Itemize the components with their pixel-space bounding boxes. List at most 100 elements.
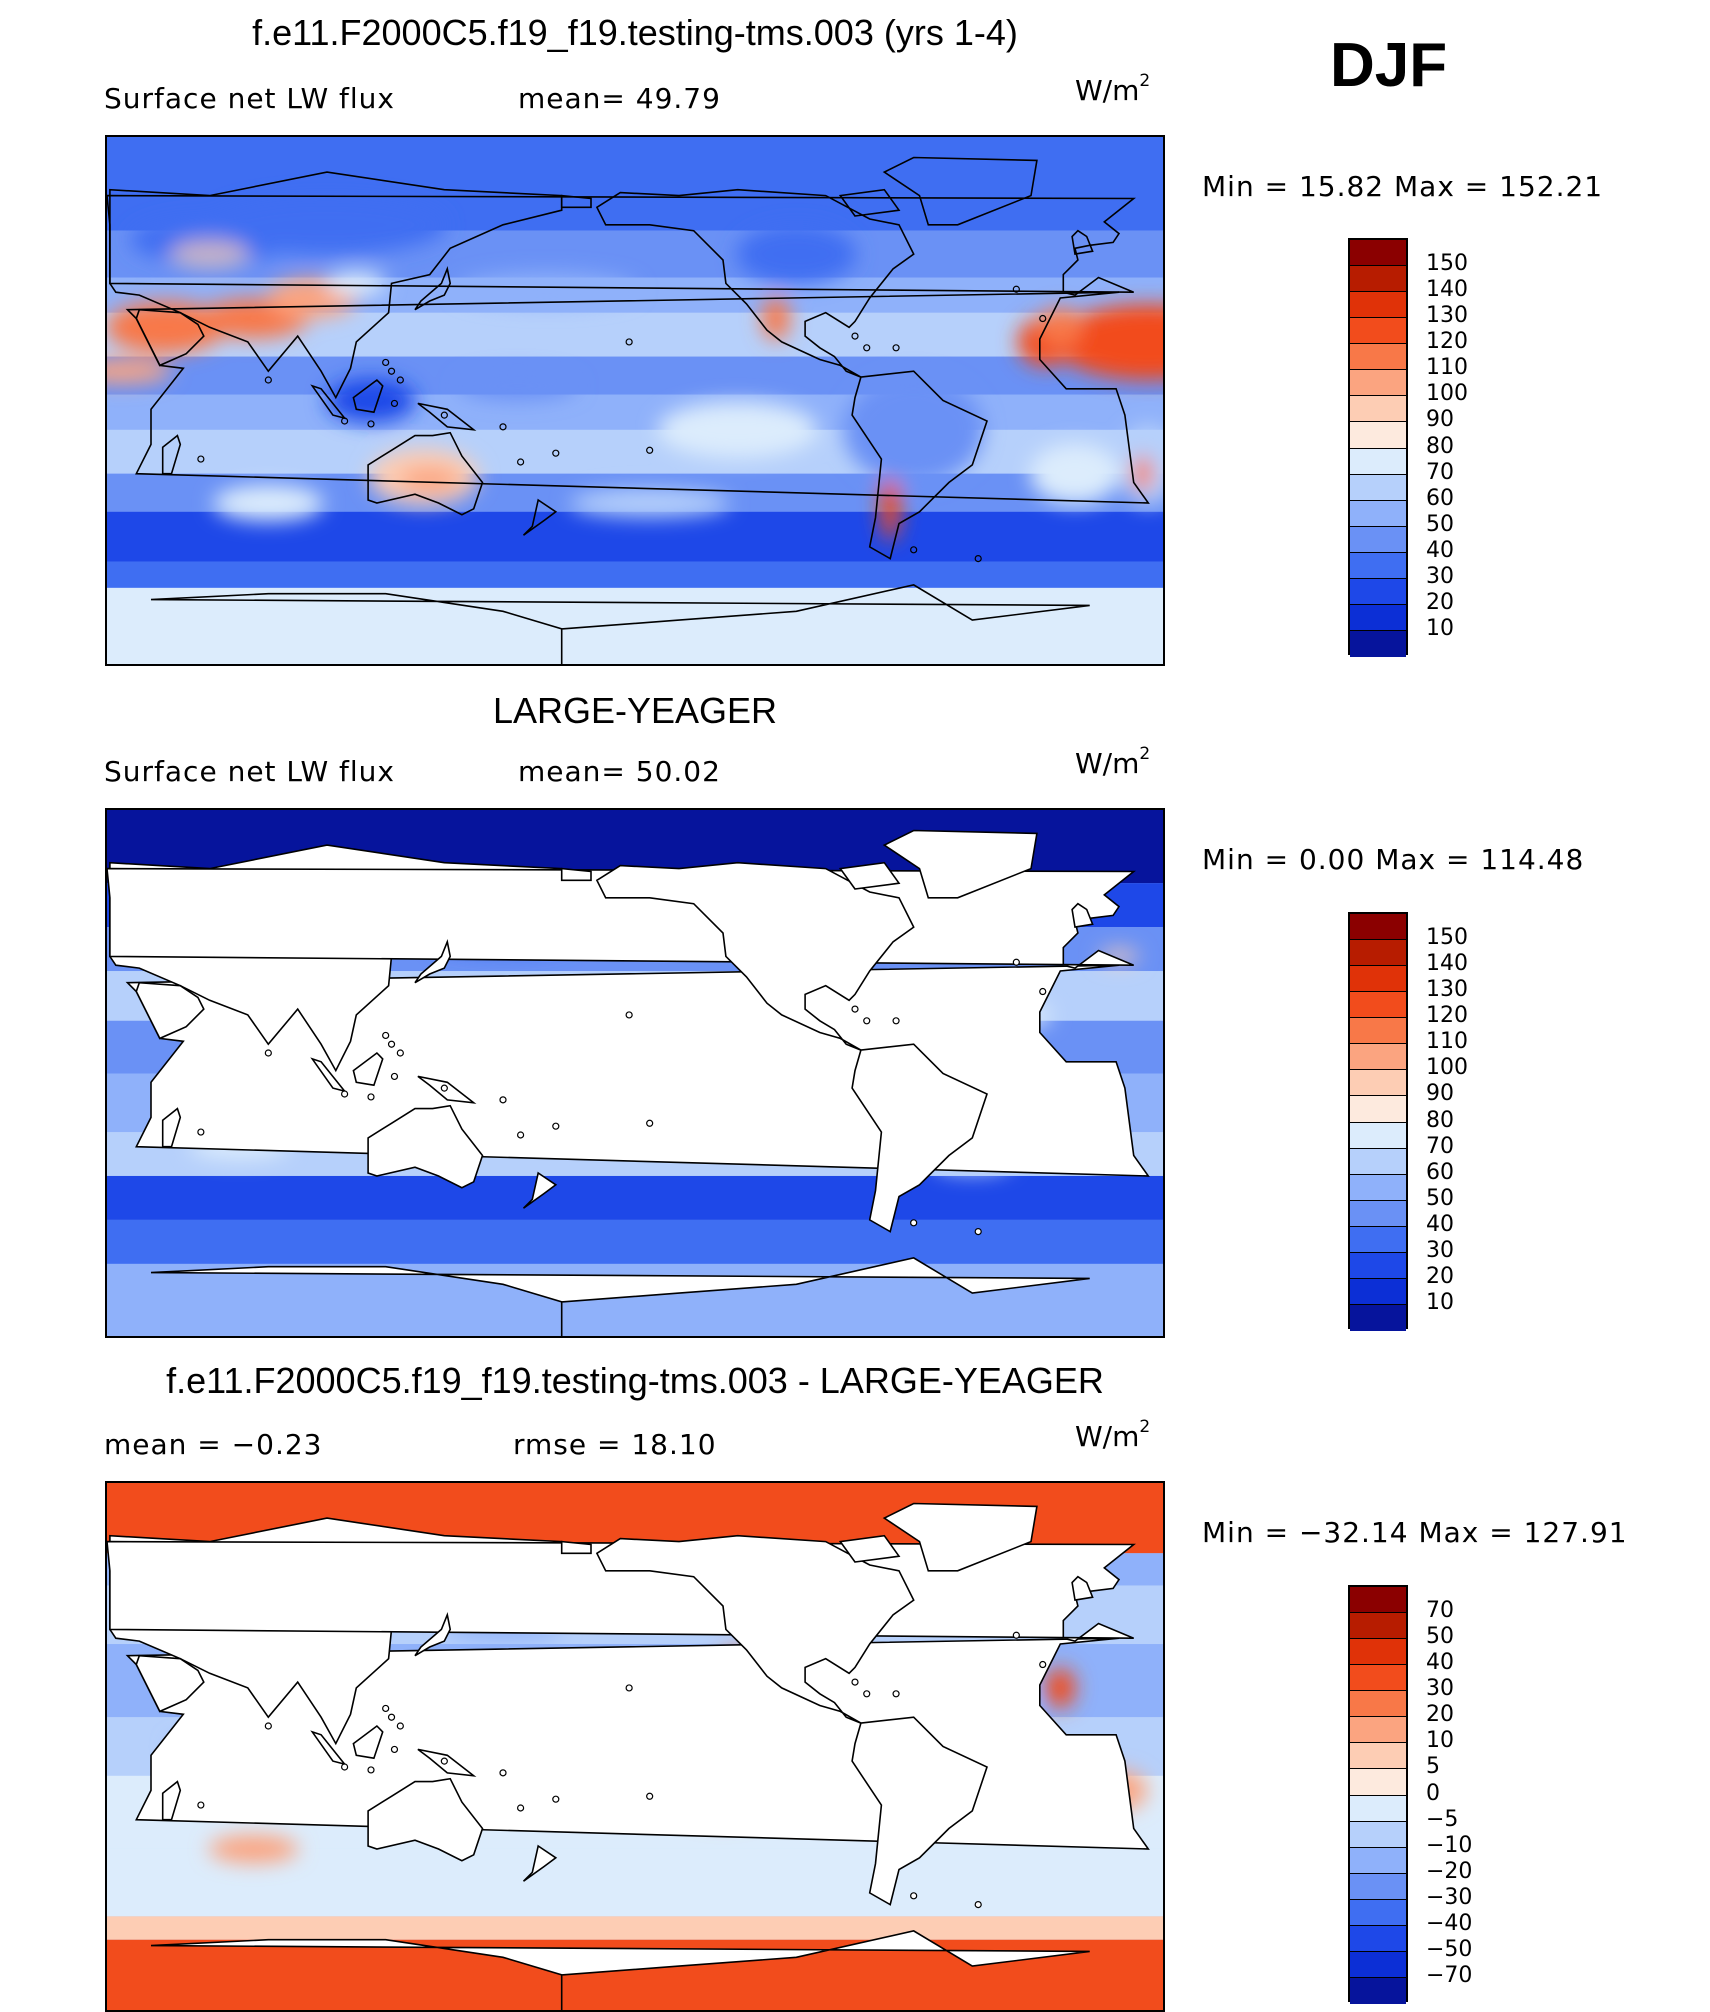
colorbar-tick-label: 110 xyxy=(1426,1029,1468,1055)
colorbar-swatch xyxy=(1350,1639,1406,1666)
colorbar-tick-label: 20 xyxy=(1426,1702,1454,1728)
colorbar-swatch xyxy=(1350,578,1406,605)
colorbar-swatch xyxy=(1350,1044,1406,1071)
colorbar-tick-label: 150 xyxy=(1426,251,1468,277)
colorbar-tick-label: 150 xyxy=(1426,925,1468,951)
colorbar-swatch xyxy=(1350,1769,1406,1796)
panel-1-units: W/m2 xyxy=(1075,70,1151,107)
colorbar-swatch xyxy=(1350,344,1406,371)
colorbar-swatch xyxy=(1350,1096,1406,1123)
colorbar-tick-label: 0 xyxy=(1426,1780,1440,1806)
colorbar-swatch xyxy=(1350,474,1406,501)
colorbar-tick-label: 40 xyxy=(1426,537,1454,563)
colorbar-tick-label: 100 xyxy=(1426,1055,1468,1081)
panel-3-minmax: Min = −32.14 Max = 127.91 xyxy=(1202,1516,1628,1549)
colorbar-swatch xyxy=(1350,1847,1406,1874)
colorbar-tick-label: 10 xyxy=(1426,615,1454,641)
colorbar-tick-label: 140 xyxy=(1426,277,1468,303)
colorbar-tick-label: 80 xyxy=(1426,1107,1454,1133)
colorbar-swatch xyxy=(1350,1278,1406,1305)
colorbar-tick-label: 30 xyxy=(1426,1676,1454,1702)
colorbar-tick-label: 50 xyxy=(1426,511,1454,537)
colorbar-swatch xyxy=(1350,422,1406,449)
colorbar-swatch xyxy=(1350,500,1406,527)
colorbar-tick-label: 50 xyxy=(1426,1185,1454,1211)
colorbar-tick-label: 120 xyxy=(1426,1003,1468,1029)
panel-3-map xyxy=(105,1481,1165,2012)
colorbar-swatch xyxy=(1350,1226,1406,1253)
panel-3-colorbar xyxy=(1348,1585,1408,2004)
colorbar-swatch xyxy=(1350,1717,1406,1744)
colorbar-swatch xyxy=(1350,630,1406,657)
colorbar-tick-label: 30 xyxy=(1426,563,1454,589)
colorbar-swatch xyxy=(1350,396,1406,423)
panel-1-colorbar xyxy=(1348,238,1408,657)
season-label: DJF xyxy=(1330,31,1448,100)
colorbar-swatch xyxy=(1350,370,1406,397)
panel-2-units: W/m2 xyxy=(1075,743,1151,780)
colorbar-swatch xyxy=(1350,1925,1406,1952)
colorbar-tick-label: −5 xyxy=(1426,1806,1459,1832)
panel-1-map xyxy=(105,135,1165,666)
colorbar-tick-label: 5 xyxy=(1426,1754,1440,1780)
colorbar-tick-label: 10 xyxy=(1426,1289,1454,1315)
colorbar-swatch xyxy=(1350,992,1406,1019)
colorbar-tick-label: 100 xyxy=(1426,381,1468,407)
panel-2-title: LARGE-YEAGER xyxy=(492,690,778,731)
colorbar-swatch xyxy=(1350,240,1406,267)
colorbar-swatch xyxy=(1350,1899,1406,1926)
colorbar-tick-label: 70 xyxy=(1426,459,1454,485)
colorbar-tick-label: −10 xyxy=(1426,1832,1473,1858)
panel-1-variable-label: Surface net LW flux xyxy=(104,82,395,115)
colorbar-swatch xyxy=(1350,1148,1406,1175)
colorbar-tick-label: 70 xyxy=(1426,1598,1454,1624)
colorbar-swatch xyxy=(1350,966,1406,993)
colorbar-tick-label: 50 xyxy=(1426,1624,1454,1650)
colorbar-tick-label: −30 xyxy=(1426,1884,1473,1910)
colorbar-tick-label: 90 xyxy=(1426,407,1454,433)
colorbar-tick-label: 40 xyxy=(1426,1211,1454,1237)
colorbar-swatch xyxy=(1350,1665,1406,1692)
colorbar-swatch xyxy=(1350,1070,1406,1097)
colorbar-swatch xyxy=(1350,448,1406,475)
colorbar-swatch xyxy=(1350,266,1406,293)
colorbar-swatch xyxy=(1350,1795,1406,1822)
colorbar-swatch xyxy=(1350,1304,1406,1331)
colorbar-swatch xyxy=(1350,1174,1406,1201)
panel-1-title: f.e11.F2000C5.f19_f19.testing-tms.003 (y… xyxy=(252,12,1018,53)
colorbar-swatch xyxy=(1350,292,1406,319)
colorbar-tick-label: 20 xyxy=(1426,589,1454,615)
colorbar-swatch xyxy=(1350,318,1406,345)
colorbar-tick-label: 90 xyxy=(1426,1081,1454,1107)
colorbar-swatch xyxy=(1350,1122,1406,1149)
colorbar-tick-label: 60 xyxy=(1426,485,1454,511)
panel-2-variable-label: Surface net LW flux xyxy=(104,755,395,788)
colorbar-swatch xyxy=(1350,1200,1406,1227)
colorbar-swatch xyxy=(1350,1743,1406,1770)
colorbar-tick-label: 60 xyxy=(1426,1159,1454,1185)
panel-1-minmax: Min = 15.82 Max = 152.21 xyxy=(1202,170,1604,203)
colorbar-swatch xyxy=(1350,604,1406,631)
colorbar-swatch xyxy=(1350,526,1406,553)
panel-2-minmax: Min = 0.00 Max = 114.48 xyxy=(1202,843,1585,876)
panel-3-mean-label: mean = −0.23 xyxy=(104,1428,323,1461)
colorbar-tick-label: 140 xyxy=(1426,951,1468,977)
colorbar-tick-label: −70 xyxy=(1426,1962,1473,1988)
colorbar-tick-label: 110 xyxy=(1426,355,1468,381)
panel-2-mean-label: mean= 50.02 xyxy=(518,755,721,788)
colorbar-tick-label: 40 xyxy=(1426,1650,1454,1676)
colorbar-tick-label: 120 xyxy=(1426,329,1468,355)
panel-3-units: W/m2 xyxy=(1075,1416,1151,1453)
colorbar-tick-label: 130 xyxy=(1426,977,1468,1003)
colorbar-swatch xyxy=(1350,1018,1406,1045)
colorbar-tick-label: 130 xyxy=(1426,303,1468,329)
colorbar-swatch xyxy=(1350,1951,1406,1978)
panel-2-map xyxy=(105,808,1165,1338)
colorbar-swatch xyxy=(1350,914,1406,941)
colorbar-swatch xyxy=(1350,1873,1406,1900)
colorbar-tick-label: −20 xyxy=(1426,1858,1473,1884)
panel-3-rmse-label: rmse = 18.10 xyxy=(513,1428,717,1461)
colorbar-swatch xyxy=(1350,552,1406,579)
panel-1-mean-label: mean= 49.79 xyxy=(518,82,721,115)
colorbar-tick-label: −40 xyxy=(1426,1910,1473,1936)
